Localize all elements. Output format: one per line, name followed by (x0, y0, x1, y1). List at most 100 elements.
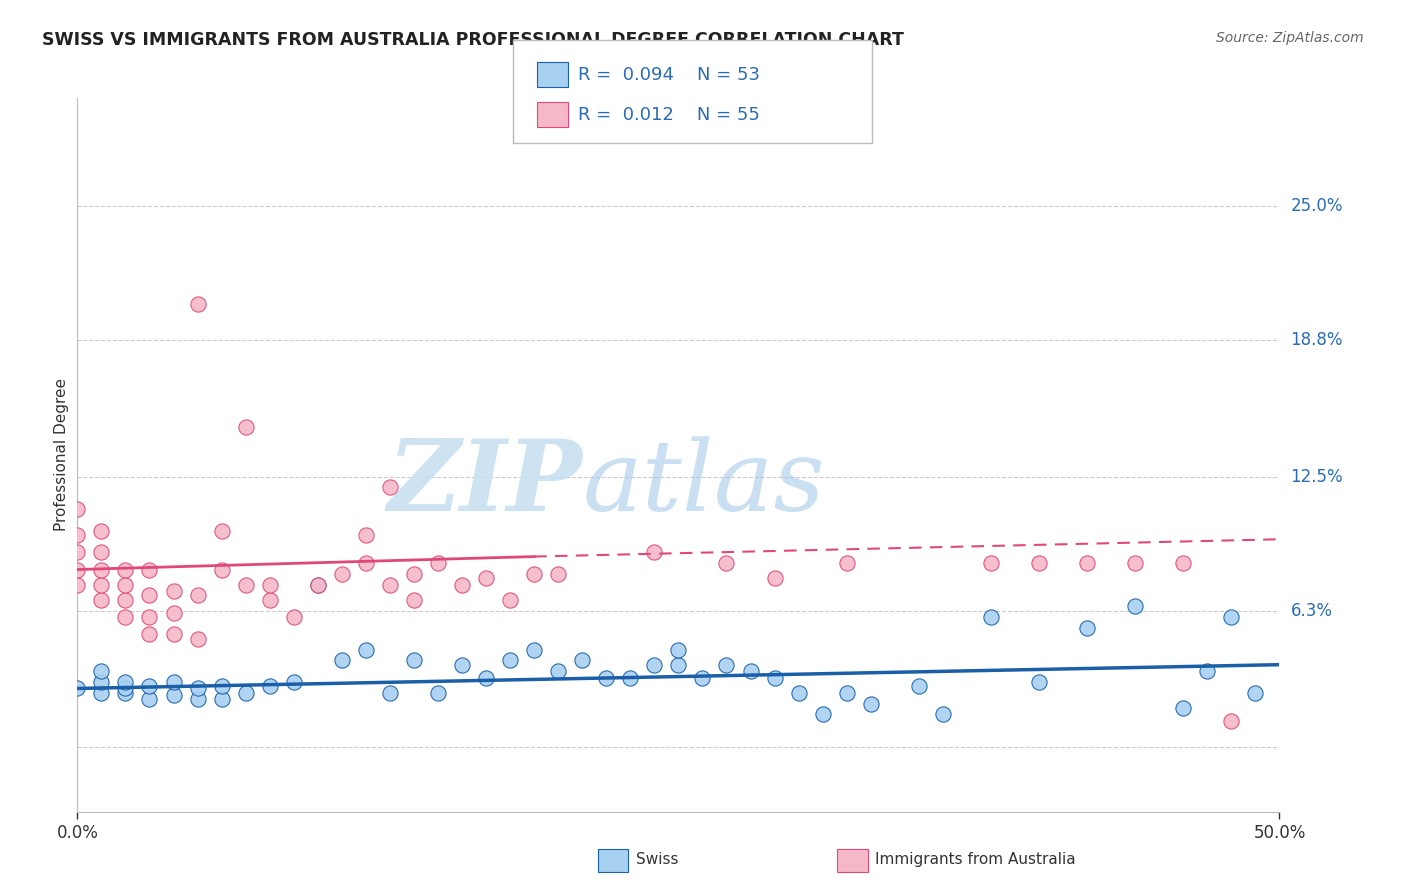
Point (90, 545, 112, 559)
Point (114, 686, 136, 700)
Point (692, 671, 714, 685)
Point (90, 524, 112, 538)
Point (138, 679, 160, 693)
Point (451, 577, 474, 591)
Point (1220, 714, 1243, 728)
Point (354, 642, 377, 657)
Point (186, 296, 209, 310)
Point (932, 707, 955, 722)
Text: 25.0%: 25.0% (1291, 197, 1343, 215)
Point (716, 556, 738, 570)
Point (427, 686, 450, 700)
Point (716, 657, 738, 672)
Point (668, 657, 690, 672)
Point (1220, 610, 1243, 624)
Point (235, 419, 257, 434)
Text: 6.3%: 6.3% (1291, 601, 1333, 620)
Point (186, 681, 209, 696)
Point (378, 686, 401, 700)
Point (595, 671, 617, 685)
Point (114, 610, 136, 624)
Point (330, 566, 353, 581)
Point (859, 697, 882, 711)
Text: ZIP: ZIP (387, 435, 582, 532)
Point (162, 584, 184, 599)
Point (980, 610, 1002, 624)
Point (138, 589, 160, 603)
Point (211, 679, 233, 693)
Text: atlas: atlas (582, 436, 825, 531)
Point (547, 664, 569, 678)
Point (66, 528, 89, 542)
Point (162, 675, 184, 690)
Point (162, 688, 184, 702)
Point (66, 681, 89, 696)
Point (66, 577, 89, 591)
Point (787, 686, 810, 700)
Point (186, 632, 209, 646)
Text: R =  0.094    N = 53: R = 0.094 N = 53 (578, 66, 759, 84)
Point (114, 592, 136, 607)
Y-axis label: Professional Degree: Professional Degree (53, 378, 69, 532)
Text: 12.5%: 12.5% (1291, 467, 1343, 485)
Point (811, 707, 834, 722)
Point (1244, 686, 1267, 700)
Point (330, 653, 353, 667)
Point (211, 524, 233, 538)
Point (114, 681, 136, 696)
Point (427, 556, 450, 570)
Point (475, 571, 498, 585)
Point (90, 577, 112, 591)
Point (523, 642, 546, 657)
Point (235, 577, 257, 591)
Point (162, 606, 184, 620)
Point (402, 566, 425, 581)
Point (283, 610, 305, 624)
Point (90, 675, 112, 690)
Point (162, 627, 184, 641)
Point (138, 627, 160, 641)
Point (1076, 621, 1098, 635)
Point (451, 657, 474, 672)
Point (138, 610, 160, 624)
Point (90, 686, 112, 700)
Point (1173, 701, 1195, 715)
Text: 18.8%: 18.8% (1291, 331, 1343, 350)
Point (1123, 599, 1146, 614)
Point (1197, 664, 1219, 678)
Point (90, 664, 112, 678)
Text: Source: ZipAtlas.com: Source: ZipAtlas.com (1216, 31, 1364, 45)
Point (908, 679, 931, 693)
Point (211, 562, 233, 576)
Point (186, 692, 209, 706)
Point (354, 528, 377, 542)
Point (66, 502, 89, 516)
Point (402, 592, 425, 607)
Point (114, 577, 136, 591)
Point (1123, 556, 1146, 570)
Point (763, 671, 786, 685)
Point (90, 562, 112, 576)
Point (211, 692, 233, 706)
Point (402, 653, 425, 667)
Text: Swiss: Swiss (636, 853, 678, 867)
Point (571, 653, 593, 667)
Point (307, 577, 329, 591)
Point (980, 556, 1002, 570)
Point (475, 671, 498, 685)
Point (499, 592, 522, 607)
Point (307, 577, 329, 591)
Point (1076, 556, 1098, 570)
Point (643, 545, 665, 559)
Point (283, 675, 305, 690)
Point (547, 566, 569, 581)
Point (668, 642, 690, 657)
Point (763, 571, 786, 585)
Point (835, 556, 858, 570)
Point (619, 671, 641, 685)
Text: R =  0.012    N = 55: R = 0.012 N = 55 (578, 106, 759, 124)
Point (835, 686, 858, 700)
Point (114, 675, 136, 690)
Point (66, 562, 89, 576)
Point (643, 657, 665, 672)
